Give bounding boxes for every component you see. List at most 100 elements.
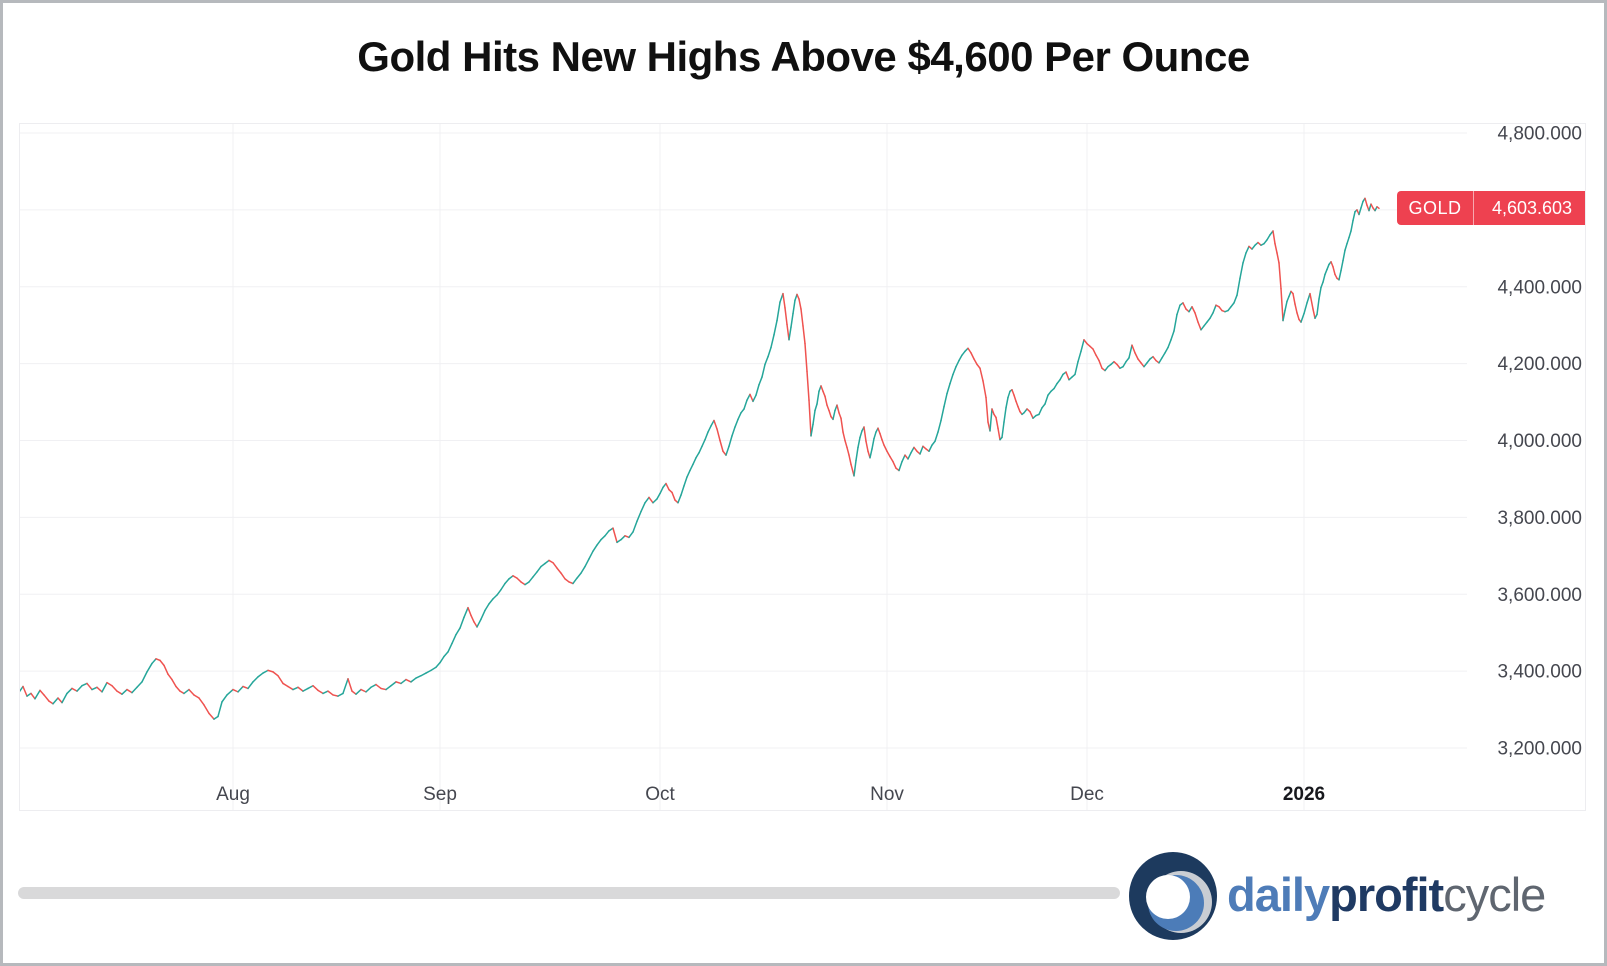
price-series-segment: [1306, 292, 1311, 304]
price-series-segment: [1011, 389, 1015, 396]
price-series-segment: [632, 520, 638, 533]
price-series-segment: [39, 689, 45, 696]
price-series-segment: [913, 446, 918, 453]
price-series-segment: [131, 686, 138, 694]
price-series-segment: [798, 298, 802, 310]
price-series-segment: [1038, 407, 1043, 416]
price-series-segment: [1003, 407, 1007, 423]
price-series-segment: [1330, 261, 1334, 268]
price-series-segment: [365, 686, 372, 693]
price-series-segment: [355, 688, 362, 695]
price-series-segment: [1137, 358, 1142, 364]
price-series-segment: [217, 701, 223, 718]
price-series-segment: [991, 408, 995, 416]
price-series-segment: [439, 655, 445, 664]
price-series-segment: [1095, 354, 1100, 362]
price-series-segment: [375, 683, 382, 690]
price-series-segment: [812, 409, 816, 426]
price-series-segment: [208, 712, 215, 720]
price-series-segment: [1309, 292, 1314, 310]
brand-word-cycle: cycle: [1443, 867, 1546, 921]
price-series-segment: [504, 578, 510, 585]
price-series-segment: [716, 428, 721, 442]
price-series-segment: [183, 688, 190, 695]
price-series-segment: [879, 432, 883, 441]
price-series-segment: [405, 678, 412, 683]
price-series-segment: [746, 393, 751, 401]
price-series-segment: [1013, 394, 1017, 403]
price-series-segment: [979, 367, 984, 382]
price-series-segment: [584, 558, 590, 568]
price-series-segment: [548, 559, 554, 564]
price-series-segment: [30, 692, 36, 700]
price-series-segment: [76, 684, 83, 692]
price-series-segment: [1194, 312, 1199, 323]
price-series-segment: [989, 408, 993, 432]
price-series-segment: [1056, 379, 1061, 385]
price-series-segment: [616, 538, 622, 544]
price-series-segment: [1286, 295, 1290, 303]
price-series-segment: [816, 390, 820, 405]
price-series-segment: [1376, 206, 1380, 210]
price-series-segment: [1158, 357, 1163, 364]
price-series-segment: [552, 561, 558, 569]
price-series-segment: [820, 385, 824, 393]
price-series-segment: [686, 469, 691, 478]
price-series-segment: [342, 678, 349, 695]
price-series-segment: [1360, 200, 1364, 209]
price-series-segment: [1318, 286, 1322, 300]
price-series-segment: [961, 350, 966, 356]
price-series-segment: [1007, 390, 1011, 399]
price-series-segment: [773, 319, 778, 336]
price-series-segment: [580, 565, 586, 574]
price-series-segment: [1239, 262, 1244, 280]
price-series-segment: [600, 535, 606, 541]
brand-word-profit: profit: [1329, 867, 1444, 921]
price-series-segment: [425, 669, 432, 674]
price-series-segment: [1350, 219, 1354, 232]
price-series-segment: [1104, 365, 1109, 372]
y-axis-label: 4,800.000: [1497, 124, 1582, 145]
price-series-segment: [1176, 304, 1181, 316]
price-series-segment: [302, 687, 309, 692]
price-series-segment: [881, 438, 885, 446]
price-series-segment: [869, 448, 873, 459]
price-series-segment: [395, 681, 402, 685]
price-series-segment: [1170, 330, 1175, 341]
brand-wordmark: daily profit cycle: [1227, 861, 1546, 927]
price-series-segment: [863, 426, 867, 443]
price-series-segment: [907, 452, 912, 460]
price-series-segment: [838, 412, 842, 419]
price-series-segment: [713, 419, 718, 430]
price-series-segment: [1320, 281, 1324, 289]
price-series-segment: [1059, 373, 1064, 381]
price-series-segment: [640, 502, 646, 513]
price-series-segment: [761, 363, 766, 378]
x-axis-label: Aug: [216, 784, 250, 805]
price-series-segment: [262, 669, 269, 674]
price-series-segment: [1348, 230, 1352, 239]
price-series-segment: [1324, 268, 1328, 276]
price-series-segment: [792, 299, 796, 315]
price-series-segment: [252, 676, 259, 683]
page-title: Gold Hits New Highs Above $4,600 Per Oun…: [357, 33, 1250, 80]
price-series-segment: [1274, 242, 1278, 254]
price-series-segment: [604, 530, 610, 537]
price-series-segment: [737, 412, 742, 421]
price-series-segment: [1236, 277, 1241, 296]
price-series-segment: [928, 444, 933, 453]
price-series-segment: [317, 689, 324, 695]
x-axis-label: Sep: [423, 784, 457, 805]
price-series-segment: [698, 445, 703, 454]
price-series-segment: [588, 550, 594, 560]
brand-word-daily: daily: [1227, 867, 1330, 921]
price-series-segment: [764, 355, 769, 366]
price-series-segment: [237, 685, 244, 693]
price-series-segment: [873, 431, 877, 440]
price-series-segment: [459, 616, 465, 629]
price-series-segment: [508, 575, 514, 580]
price-series-segment: [282, 682, 289, 688]
price-series-segment: [484, 603, 490, 612]
dailyprofitcycle-logo-icon: [1129, 852, 1217, 940]
